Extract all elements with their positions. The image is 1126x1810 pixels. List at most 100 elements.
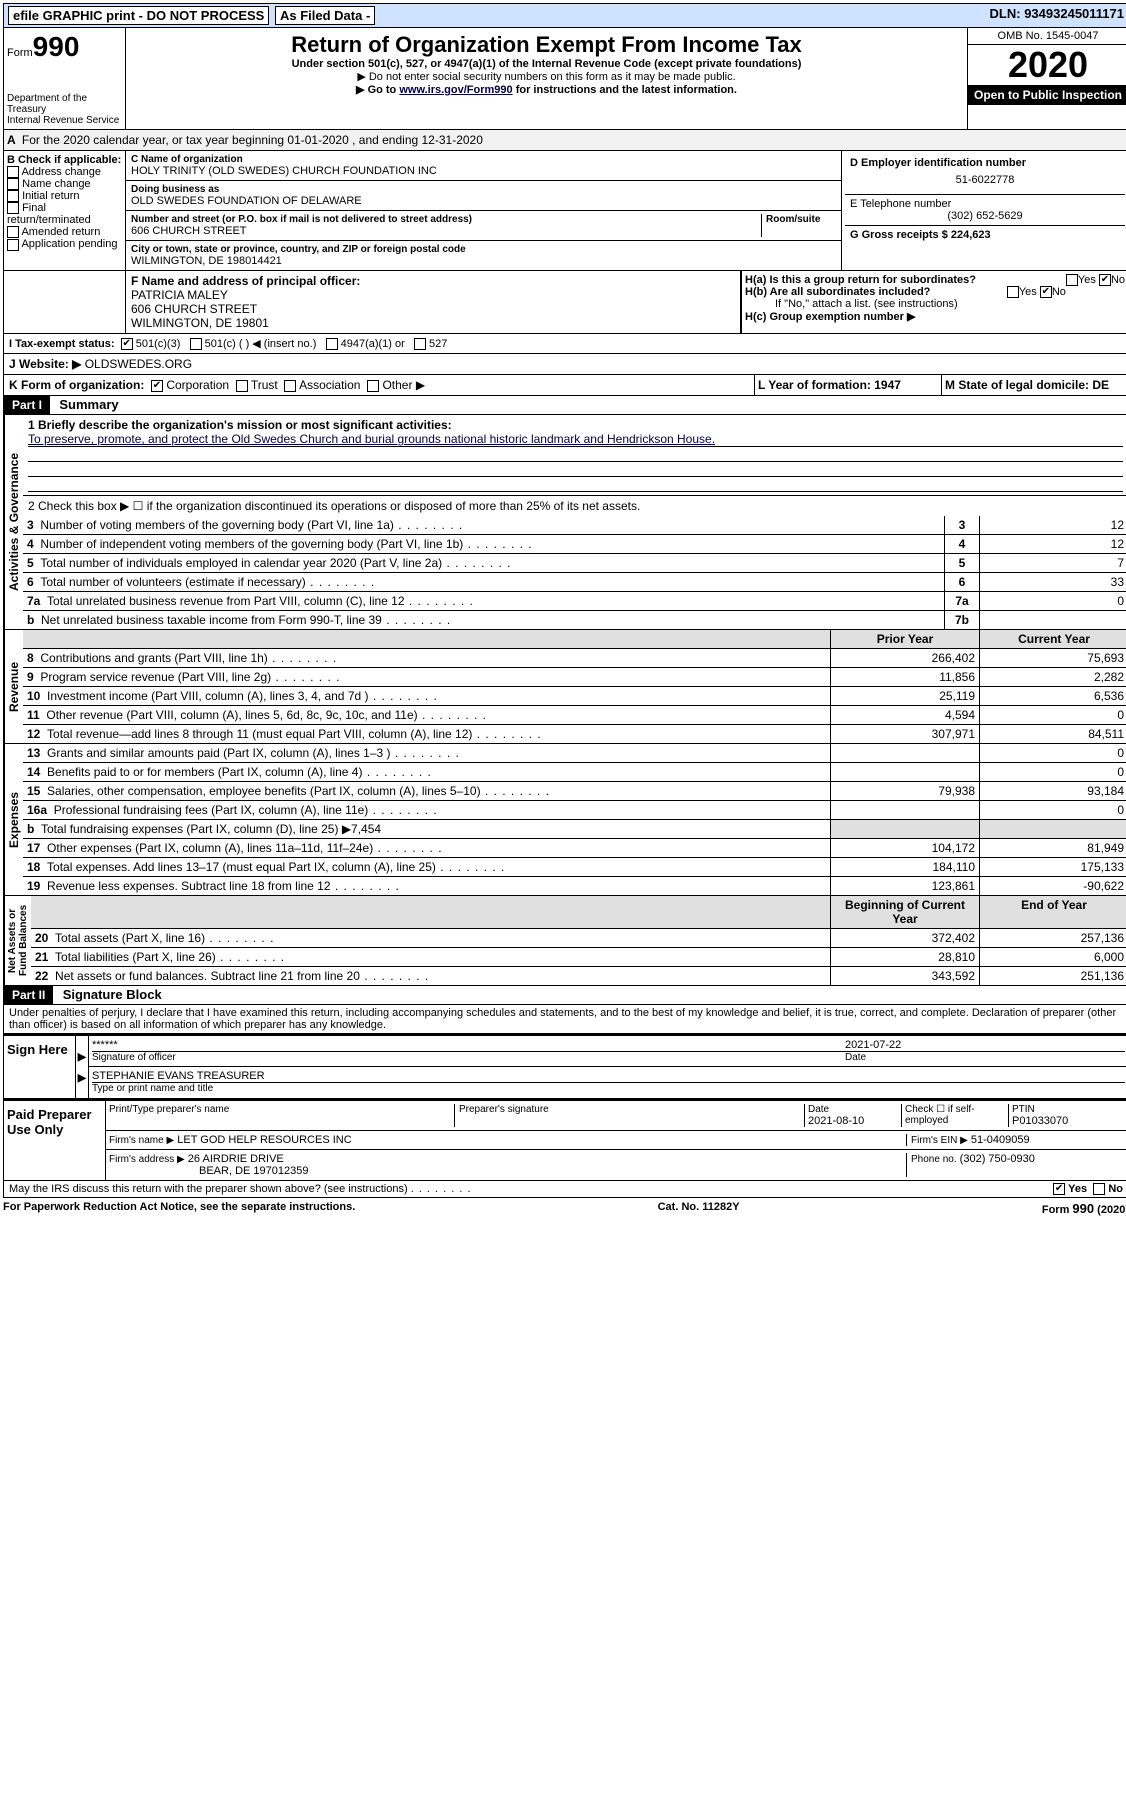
- part1-bar: Part I Summary: [3, 396, 1126, 415]
- chk-name-change[interactable]: [7, 178, 19, 190]
- dba-lbl: Doing business as: [131, 184, 836, 195]
- assets-section: Net Assets orFund Balances Beginning of …: [3, 896, 1126, 986]
- footer-left: For Paperwork Reduction Act Notice, see …: [3, 1201, 355, 1216]
- opt-4947: 4947(a)(1) or: [341, 338, 405, 350]
- part1-hdr: Part I: [4, 396, 50, 414]
- chk-501c[interactable]: [190, 338, 202, 350]
- year-formation: L Year of formation: 1947: [754, 375, 941, 395]
- officer-addr2: WILMINGTON, DE 19801: [131, 316, 735, 330]
- l1-label: 1 Briefly describe the organization's mi…: [28, 418, 1123, 432]
- officer-name: PATRICIA MALEY: [131, 288, 735, 302]
- irs-link[interactable]: www.irs.gov/Form990: [399, 84, 512, 96]
- footer-center: Cat. No. 11282Y: [658, 1201, 740, 1216]
- expense-row: 13 Grants and similar amounts paid (Part…: [23, 744, 1126, 763]
- asset-row: 20 Total assets (Part X, line 16)372,402…: [31, 929, 1126, 948]
- chk-assoc[interactable]: [284, 380, 296, 392]
- chk-527[interactable]: [414, 338, 426, 350]
- may-irs-row: May the IRS discuss this return with the…: [3, 1181, 1126, 1198]
- part2-title: Signature Block: [63, 987, 162, 1002]
- revenue-row: 11 Other revenue (Part VIII, column (A),…: [23, 706, 1126, 725]
- ha-text: H(a) Is this a group return for subordin…: [745, 274, 976, 286]
- chk-corp[interactable]: [151, 380, 163, 392]
- col-d-ein: D Employer identification number 51-6022…: [842, 151, 1126, 270]
- city: WILMINGTON, DE 198014421: [131, 255, 836, 267]
- expenses-section: Expenses 13 Grants and similar amounts p…: [3, 744, 1126, 896]
- opt-assoc: Association: [299, 378, 360, 392]
- chk-address-change[interactable]: [7, 166, 19, 178]
- part2-bar: Part II Signature Block: [3, 986, 1126, 1005]
- row-a-period: A For the 2020 calendar year, or tax yea…: [3, 130, 1126, 151]
- vlabel-expenses: Expenses: [4, 744, 23, 895]
- revenue-row: 8 Contributions and grants (Part VIII, l…: [23, 649, 1126, 668]
- expense-row: 15 Salaries, other compensation, employe…: [23, 782, 1126, 801]
- chk-initial[interactable]: [7, 190, 19, 202]
- form-word: Form: [7, 47, 33, 59]
- addr-lbl: Number and street (or P.O. box if mail i…: [131, 214, 757, 225]
- firm-name-lbl: Firm's name ▶: [109, 1135, 174, 1146]
- form-org-lbl: K Form of organization:: [9, 378, 144, 392]
- efile-label: efile GRAPHIC print - DO NOT PROCESS: [8, 6, 269, 25]
- expense-row: 19 Revenue less expenses. Subtract line …: [23, 877, 1126, 895]
- opt-final: Final return/terminated: [7, 202, 91, 226]
- chk-other[interactable]: [367, 380, 379, 392]
- chk-trust[interactable]: [236, 380, 248, 392]
- omb-number: OMB No. 1545-0047: [968, 28, 1126, 45]
- form-990: 990: [33, 31, 80, 62]
- ptin-lbl: PTIN: [1012, 1104, 1122, 1115]
- chk-amended[interactable]: [7, 226, 19, 238]
- chk-4947[interactable]: [326, 338, 338, 350]
- chk-pending[interactable]: [7, 239, 19, 251]
- gross-receipts: G Gross receipts $ 224,623: [850, 229, 1120, 241]
- may-no-chk[interactable]: [1093, 1183, 1105, 1195]
- prep-sig-lbl: Preparer's signature: [455, 1104, 805, 1127]
- form-subtitle: Under section 501(c), 527, or 4947(a)(1)…: [130, 58, 963, 70]
- firm-phone-lbl: Phone no.: [911, 1154, 957, 1165]
- revenue-row: 10 Investment income (Part VIII, column …: [23, 687, 1126, 706]
- hdr-curr: Current Year: [979, 630, 1126, 648]
- expense-row: 16a Professional fundraising fees (Part …: [23, 801, 1126, 820]
- gov-row: 7a Total unrelated business revenue from…: [23, 592, 1126, 611]
- may-irs-text: May the IRS discuss this return with the…: [9, 1183, 408, 1195]
- expense-row: 14 Benefits paid to or for members (Part…: [23, 763, 1126, 782]
- paid-preparer-block: Paid Preparer Use Only Print/Type prepar…: [3, 1099, 1126, 1181]
- org-name-lbl: C Name of organization: [131, 154, 836, 165]
- firm-ein-lbl: Firm's EIN ▶: [911, 1135, 968, 1146]
- room-lbl: Room/suite: [762, 214, 836, 237]
- may-no: No: [1108, 1183, 1123, 1195]
- chk-501c3[interactable]: [121, 338, 133, 350]
- opt-527: 527: [429, 338, 447, 350]
- self-emp: Check ☐ if self-employed: [902, 1104, 1009, 1127]
- gov-row: 4 Number of independent voting members o…: [23, 535, 1126, 554]
- firm-addr1: 26 AIRDRIE DRIVE: [188, 1153, 284, 1165]
- hb-no-chk[interactable]: [1040, 286, 1052, 298]
- mission-text[interactable]: To preserve, promote, and protect the Ol…: [28, 432, 1123, 447]
- asset-row: 21 Total liabilities (Part X, line 26)28…: [31, 948, 1126, 967]
- may-yes-chk[interactable]: [1053, 1183, 1065, 1195]
- opt-name: Name change: [22, 178, 91, 190]
- addr: 606 CHURCH STREET: [131, 225, 757, 237]
- gov-row: 6 Total number of volunteers (estimate i…: [23, 573, 1126, 592]
- sign-arrow-icon: ▸▸: [76, 1036, 89, 1098]
- revenue-section: Revenue Prior Year Current Year 8 Contri…: [3, 630, 1126, 744]
- chk-final[interactable]: [7, 202, 19, 214]
- dept-treasury: Department of the Treasury: [7, 93, 122, 115]
- hb-yes-chk[interactable]: [1007, 286, 1019, 298]
- sig-stars: ******: [92, 1039, 845, 1051]
- col-b-checkboxes: B Check if applicable: Address change Na…: [4, 151, 126, 270]
- col-c-org: C Name of organization HOLY TRINITY (OLD…: [126, 151, 842, 270]
- hdr-beg: Beginning of Current Year: [830, 896, 979, 928]
- dba: OLD SWEDES FOUNDATION OF DELAWARE: [131, 195, 836, 207]
- prep-name-lbl: Print/Type preparer's name: [109, 1104, 455, 1127]
- ha-yes-chk[interactable]: [1066, 274, 1078, 286]
- hb-text: H(b) Are all subordinates included?: [745, 286, 930, 298]
- ein-lbl: D Employer identification number: [850, 157, 1120, 169]
- part1-title: Summary: [59, 397, 118, 412]
- perjury-decl: Under penalties of perjury, I declare th…: [3, 1005, 1126, 1034]
- revenue-row: 12 Total revenue—add lines 8 through 11 …: [23, 725, 1126, 743]
- opt-other: Other ▶: [382, 378, 425, 392]
- ha-no-chk[interactable]: [1099, 274, 1111, 286]
- vlabel-revenue: Revenue: [4, 630, 23, 743]
- expense-row: 18 Total expenses. Add lines 13–17 (must…: [23, 858, 1126, 877]
- b-title: B Check if applicable:: [7, 154, 122, 166]
- activities-section: Activities & Governance 1 Briefly descri…: [3, 415, 1126, 630]
